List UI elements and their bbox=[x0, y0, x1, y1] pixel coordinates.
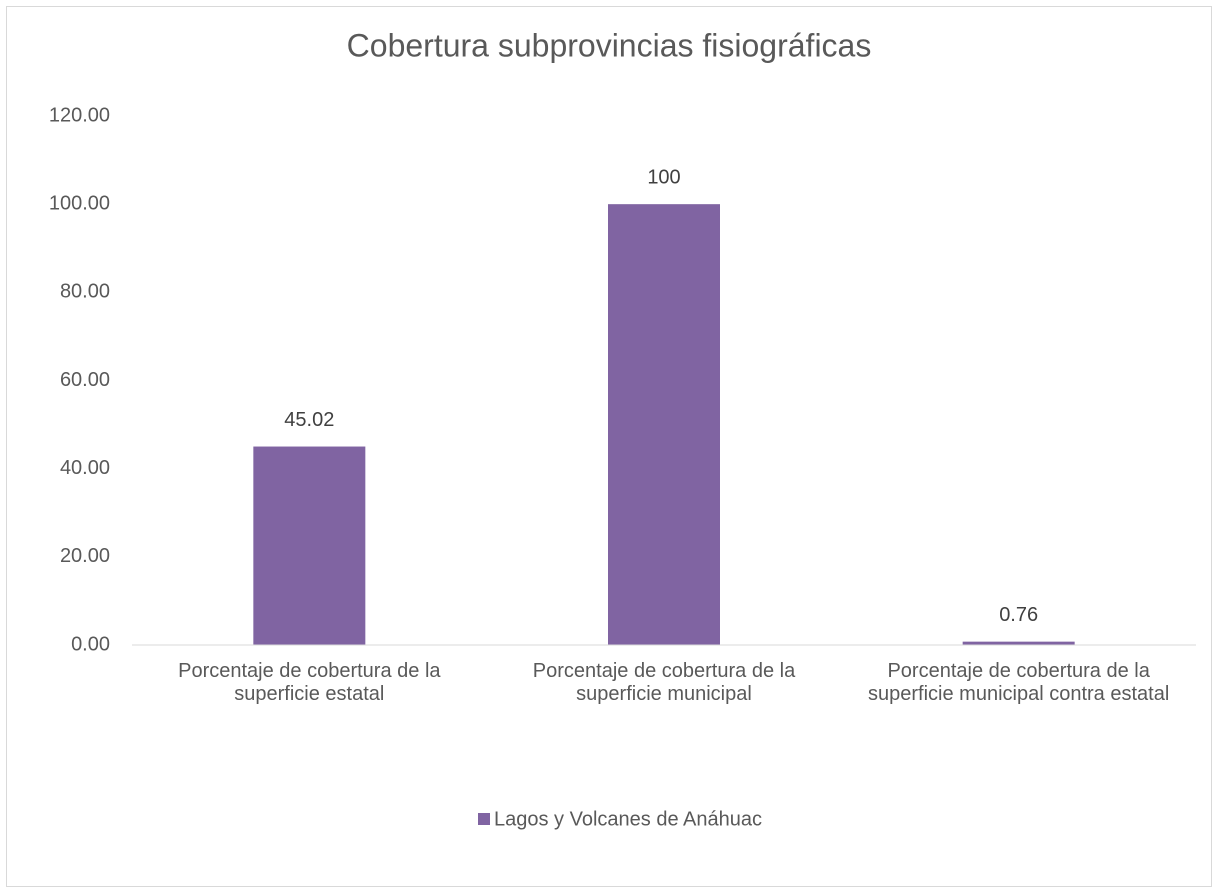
y-tick-label: 80.00 bbox=[60, 281, 110, 303]
legend-label: Lagos y Volcanes de Anáhuac bbox=[494, 808, 762, 830]
y-tick-label: 20.00 bbox=[60, 545, 110, 567]
y-tick-label: 120.00 bbox=[49, 104, 110, 126]
y-tick-label: 60.00 bbox=[60, 369, 110, 391]
chart-title: Cobertura subprovincias fisiográficas bbox=[347, 27, 872, 63]
bar bbox=[962, 641, 1075, 645]
x-tick-label: Porcentaje de cobertura de la superficie… bbox=[178, 660, 441, 705]
x-tick-label: Porcentaje de cobertura de la superficie… bbox=[868, 660, 1170, 705]
bar bbox=[608, 204, 720, 645]
y-tick-label: 0.00 bbox=[71, 633, 110, 655]
y-tick-label: 100.00 bbox=[49, 192, 110, 214]
x-tick-label: Porcentaje de cobertura de la superficie… bbox=[532, 660, 796, 705]
data-label: 100 bbox=[647, 166, 680, 188]
data-label: 0.76 bbox=[999, 604, 1038, 626]
y-tick-label: 40.00 bbox=[60, 457, 110, 479]
bar bbox=[253, 446, 366, 645]
data-label: 45.02 bbox=[284, 409, 334, 431]
legend-swatch bbox=[478, 813, 490, 825]
